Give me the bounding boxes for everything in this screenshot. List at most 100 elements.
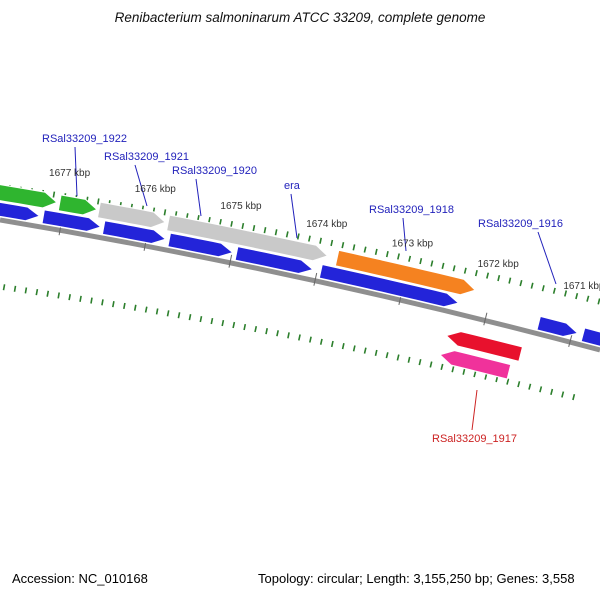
minor-tick-outer [374,248,378,255]
label-leader-line [402,217,407,252]
gene-label[interactable]: RSal33209_1922 [42,133,127,145]
minor-tick-outer [575,292,579,300]
minor-tick-outer [208,216,211,224]
gene-arrow-g6[interactable] [0,201,41,222]
minor-tick-outer [385,251,389,258]
minor-tick-outer [308,235,311,242]
ruler-label: 1675 kbp [220,201,262,212]
minor-tick-inner [221,319,225,327]
minor-tick-inner [407,356,411,363]
genome-backbone [0,217,600,353]
minor-tick-inner [484,373,488,380]
minor-tick-outer [341,242,345,249]
gene-arrow-g10[interactable] [234,245,315,275]
minor-tick-outer [486,272,490,279]
minor-tick-inner [24,287,28,294]
ruler-tick [313,272,318,286]
minor-tick-outer [97,198,100,205]
minor-tick-outer [508,277,512,284]
gene-arrow-g3[interactable] [96,201,167,229]
minor-tick-inner [341,343,345,350]
gene-arrow-g1[interactable] [0,183,59,209]
minor-tick-inner [90,297,93,304]
gene-label[interactable]: RSal33209_1921 [104,151,189,163]
gene-arrow-g11[interactable] [318,263,460,308]
minor-tick-inner [561,391,565,398]
minor-tick-inner [68,294,71,301]
gene-arrow-g2[interactable] [57,194,99,216]
minor-tick-outer [397,253,400,260]
minor-tick-inner [429,361,433,368]
minor-tick-inner [265,328,268,335]
minor-tick-inner [363,347,367,354]
minor-tick-outer [330,239,334,247]
minor-tick-inner [254,326,258,333]
minor-tick-outer [52,191,56,198]
minor-tick-outer [230,220,233,228]
gene-arrow-g8[interactable] [101,219,167,245]
minor-tick-inner [418,359,422,366]
minor-tick-inner [385,352,389,359]
minor-tick-outer [519,279,523,287]
minor-tick-inner [101,299,104,306]
gene-arrow-g7[interactable] [41,209,103,233]
gene-arrow-g4[interactable] [165,214,329,262]
gene-label[interactable]: RSal33209_1917 [432,433,517,445]
minor-tick-inner [440,363,444,371]
gene-arrow-g15[interactable] [438,349,512,380]
minor-tick-inner [287,332,290,339]
minor-tick-inner [46,290,50,297]
minor-tick-outer [274,229,278,236]
minor-tick-outer [219,218,222,226]
minor-tick-inner [298,334,301,341]
minor-tick-inner [199,316,203,323]
label-leader-line [471,389,478,431]
gene-label[interactable]: RSal33209_1920 [172,165,257,177]
minor-tick-outer [363,246,367,253]
ruler-label: 1673 kbp [392,238,434,249]
minor-tick-outer [541,285,545,292]
minor-tick-inner [517,381,521,388]
gene-label[interactable]: RSal33209_1918 [369,204,454,216]
minor-tick-inner [35,288,39,296]
minor-tick-outer [285,231,289,238]
gene-label[interactable]: era [284,180,301,192]
label-leader-line [195,178,202,217]
minor-tick-outer [441,262,445,269]
minor-tick-inner [57,292,60,299]
ruler-label: 1674 kbp [306,219,348,230]
minor-tick-outer [163,209,167,216]
minor-tick-outer [452,265,456,272]
minor-tick-inner [330,340,334,348]
minor-tick-inner [2,284,6,291]
minor-tick-inner [506,378,510,385]
gene-arrow-g5[interactable] [334,249,477,296]
minor-tick-inner [188,314,192,321]
minor-tick-outer [564,290,568,297]
minor-tick-inner [123,302,126,310]
minor-tick-inner [451,366,455,373]
gene-arrow-g12[interactable] [536,315,580,338]
minor-tick-outer [352,244,356,251]
gene-label[interactable]: RSal33209_1916 [478,218,563,230]
ruler-tick [568,334,573,348]
minor-tick-outer [586,295,590,302]
gene-arrow-g13[interactable] [580,327,600,348]
minor-tick-outer [296,233,300,240]
minor-tick-outer [474,270,478,277]
minor-tick-outer [319,237,322,244]
minor-tick-outer [263,227,267,234]
ruler-label: 1676 kbp [135,184,177,195]
gene-arrow-g14[interactable] [445,330,524,363]
minor-tick-inner [79,295,82,302]
gene-arrow-g9[interactable] [167,232,235,258]
minor-tick-inner [352,345,356,352]
minor-tick-outer [408,255,412,262]
ruler-label: 1671 kbp [563,281,600,292]
label-leader-line [537,231,557,285]
minor-tick-inner [155,308,159,315]
minor-tick-outer [419,258,423,265]
minor-tick-inner [177,312,181,319]
minor-tick-inner [133,304,137,311]
